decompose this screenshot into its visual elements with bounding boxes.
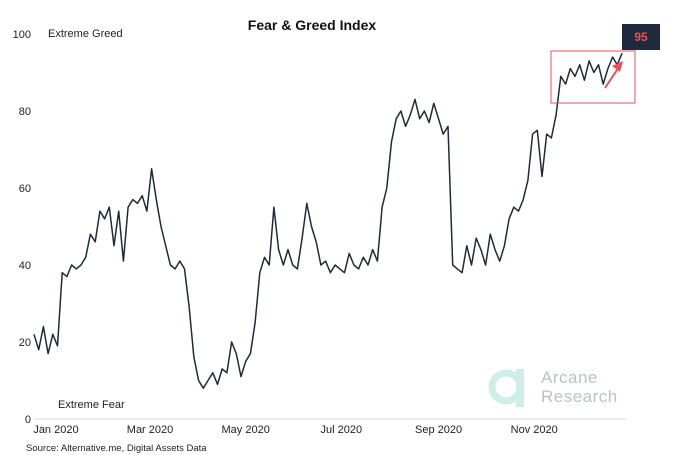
highlight-box — [550, 50, 636, 104]
trend-arrow-head — [612, 61, 623, 72]
extreme-fear-label: Extreme Fear — [58, 399, 125, 411]
y-tick-label: 80 — [19, 106, 31, 118]
x-tick-label: May 2020 — [222, 424, 270, 436]
chart-title: Fear & Greed Index — [248, 17, 377, 33]
logo-text-line1: Arcane — [541, 368, 598, 387]
y-tick-label: 20 — [19, 337, 31, 349]
y-axis: 0 20 40 60 80 100 — [13, 29, 31, 426]
latest-value-badge — [622, 24, 660, 50]
x-tick-label: Jan 2020 — [33, 424, 78, 436]
y-tick-label: 0 — [25, 414, 31, 426]
x-tick-label: Sep 2020 — [415, 424, 462, 436]
x-axis: Jan 2020 Mar 2020 May 2020 Jul 2020 Sep 2020… — [33, 424, 557, 436]
extreme-greed-label: Extreme Greed — [48, 28, 123, 40]
logo-text-line2: Research — [541, 387, 618, 406]
logo-bar — [516, 369, 524, 407]
y-tick-label: 40 — [19, 260, 31, 272]
source-note: Source: Alternative.me, Digital Assets D… — [26, 443, 207, 454]
arcane-research-logo: Arcane Research — [488, 368, 618, 407]
x-tick-label: Jul 2020 — [321, 424, 363, 436]
x-tick-label: Nov 2020 — [511, 424, 558, 436]
y-tick-label: 100 — [13, 29, 31, 41]
logo-ring — [488, 369, 524, 405]
x-tick-label: Mar 2020 — [127, 424, 173, 436]
fear-greed-series-line — [33, 53, 623, 389]
trend-arrow-shaft — [604, 66, 620, 89]
y-tick-label: 60 — [19, 183, 31, 195]
latest-value-label: 95 — [634, 30, 648, 44]
